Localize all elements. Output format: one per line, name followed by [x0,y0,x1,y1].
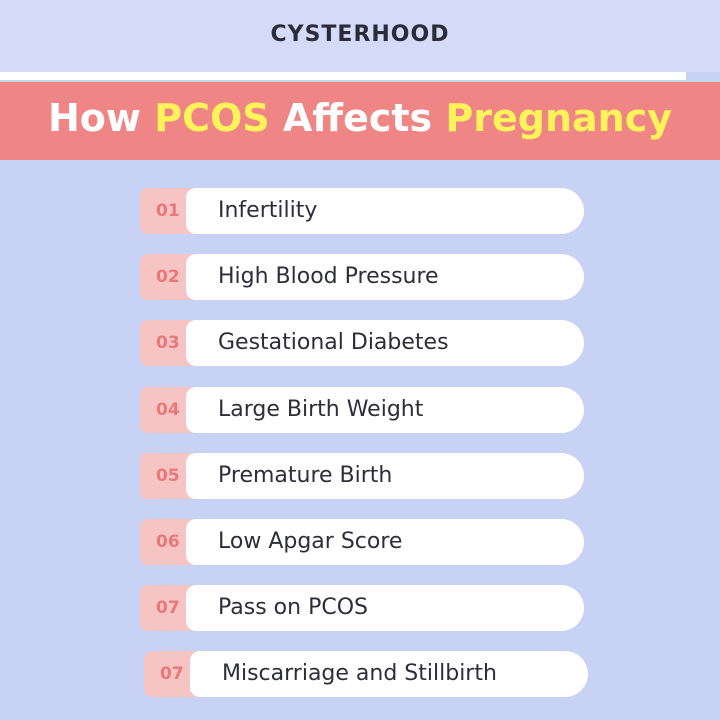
title-part: PCOS [154,96,270,140]
brand-logo: CYSTERHOOD [270,22,450,47]
list-item: 01 Infertility [140,188,585,234]
header-band [0,0,720,72]
title: How PCOS Affects Pregnancy [0,96,720,140]
list-item: 06 Low Apgar Score [140,519,585,565]
list-item: 04 Large Birth Weight [140,386,585,433]
list-item: 05 Premature Birth [140,452,585,499]
item-label: Large Birth Weight [186,386,584,433]
item-label: High Blood Pressure [186,254,584,301]
title-banner [0,82,720,160]
item-label: Infertility [186,188,584,234]
item-label: Low Apgar Score [186,519,584,565]
title-part: How [47,96,155,140]
item-label: Gestational Diabetes [186,320,584,367]
list-item: 02 High Blood Pressure [140,254,585,301]
title-part: Pregnancy [445,96,672,140]
title-part: Affects [269,96,446,140]
item-label: Miscarriage and Stillbirth [190,651,588,698]
list-item: 03 Gestational Diabetes [140,320,585,367]
header-strip [0,72,686,80]
item-label: Premature Birth [186,452,584,499]
list-item: 07 Pass on PCOS [140,585,585,632]
list-item: 07 Miscarriage and Stillbirth [144,651,589,698]
item-label: Pass on PCOS [186,585,584,632]
